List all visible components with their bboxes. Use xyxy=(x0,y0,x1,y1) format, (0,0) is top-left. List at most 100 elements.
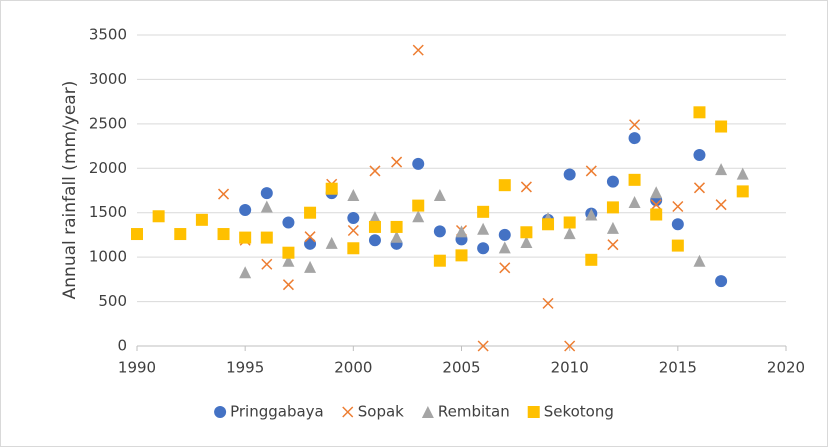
point xyxy=(650,199,662,211)
point xyxy=(585,165,597,177)
point xyxy=(650,208,663,221)
legend: Pringgabaya Sopak Rembitan Sekotong xyxy=(214,403,614,421)
legend-label: Rembitan xyxy=(438,403,510,421)
point xyxy=(325,236,338,249)
point xyxy=(607,239,619,251)
point xyxy=(628,132,641,145)
x-tick-label: 2010 xyxy=(551,359,589,377)
point xyxy=(433,254,446,267)
point xyxy=(650,186,663,199)
point xyxy=(390,220,403,233)
x-tick-label: 2000 xyxy=(334,359,372,377)
point xyxy=(304,237,317,250)
point xyxy=(368,211,381,224)
point xyxy=(390,230,403,243)
point xyxy=(131,228,143,241)
point xyxy=(693,148,706,161)
point xyxy=(282,279,294,291)
point xyxy=(239,266,252,279)
y-tick-label: 3500 xyxy=(89,26,127,44)
point xyxy=(239,231,252,244)
y-tick-label: 2500 xyxy=(89,114,127,132)
point xyxy=(736,167,749,180)
point xyxy=(239,204,252,217)
point xyxy=(520,226,533,239)
point xyxy=(433,188,446,201)
x-tick-label: 1995 xyxy=(226,359,264,377)
point xyxy=(261,258,273,270)
point xyxy=(455,225,468,238)
point xyxy=(629,119,641,131)
point xyxy=(391,156,403,168)
point xyxy=(563,216,576,229)
point xyxy=(542,218,555,231)
point xyxy=(628,196,641,209)
y-axis-title: Annual rainfall (mm/year) xyxy=(60,81,80,300)
point xyxy=(563,168,576,181)
point xyxy=(498,241,511,254)
point xyxy=(498,179,511,192)
point xyxy=(542,297,554,309)
point xyxy=(412,44,424,56)
point xyxy=(347,242,360,255)
y-tick-label: 500 xyxy=(98,292,127,310)
point xyxy=(433,225,446,238)
point xyxy=(671,239,684,252)
point xyxy=(736,185,749,198)
point xyxy=(564,340,576,352)
y-tick-label: 2000 xyxy=(89,159,127,177)
point xyxy=(715,199,727,211)
point xyxy=(217,228,230,241)
point xyxy=(628,173,641,186)
y-tick-label: 0 xyxy=(117,337,127,355)
point xyxy=(715,275,728,288)
point xyxy=(174,228,187,241)
legend-label: Sekotong xyxy=(544,403,614,421)
point xyxy=(563,227,576,240)
point xyxy=(195,213,208,226)
point xyxy=(282,216,295,229)
point xyxy=(412,199,425,212)
legend-marker xyxy=(342,406,354,418)
point xyxy=(304,260,317,273)
point xyxy=(260,200,273,213)
point xyxy=(412,157,425,170)
x-tick-label: 2015 xyxy=(659,359,697,377)
point xyxy=(693,106,706,119)
point xyxy=(693,254,706,267)
x-tick-label: 1990 xyxy=(118,359,156,377)
point xyxy=(715,120,728,133)
point xyxy=(347,188,360,201)
legend-marker xyxy=(421,406,434,418)
point xyxy=(606,201,619,214)
point xyxy=(499,262,511,274)
point xyxy=(304,231,316,243)
point xyxy=(585,208,598,221)
point xyxy=(477,222,490,235)
point xyxy=(152,210,165,223)
point xyxy=(218,188,230,200)
x-tick-label: 2020 xyxy=(767,359,805,377)
y-tick-label: 1500 xyxy=(89,203,127,221)
point xyxy=(671,218,684,231)
point xyxy=(304,206,317,219)
point xyxy=(520,181,532,193)
y-tick-label: 3000 xyxy=(89,70,127,88)
point xyxy=(455,249,468,262)
point xyxy=(606,175,619,188)
point xyxy=(477,205,490,218)
y-tick-label: 1000 xyxy=(89,248,127,266)
point xyxy=(498,228,511,241)
point xyxy=(477,340,489,352)
legend-label: Pringgabaya xyxy=(230,403,324,421)
point xyxy=(412,210,425,223)
point xyxy=(282,246,295,259)
point xyxy=(693,182,705,194)
point xyxy=(520,236,533,249)
point xyxy=(368,234,381,247)
point xyxy=(260,187,273,200)
point xyxy=(260,231,273,244)
point xyxy=(325,182,338,195)
